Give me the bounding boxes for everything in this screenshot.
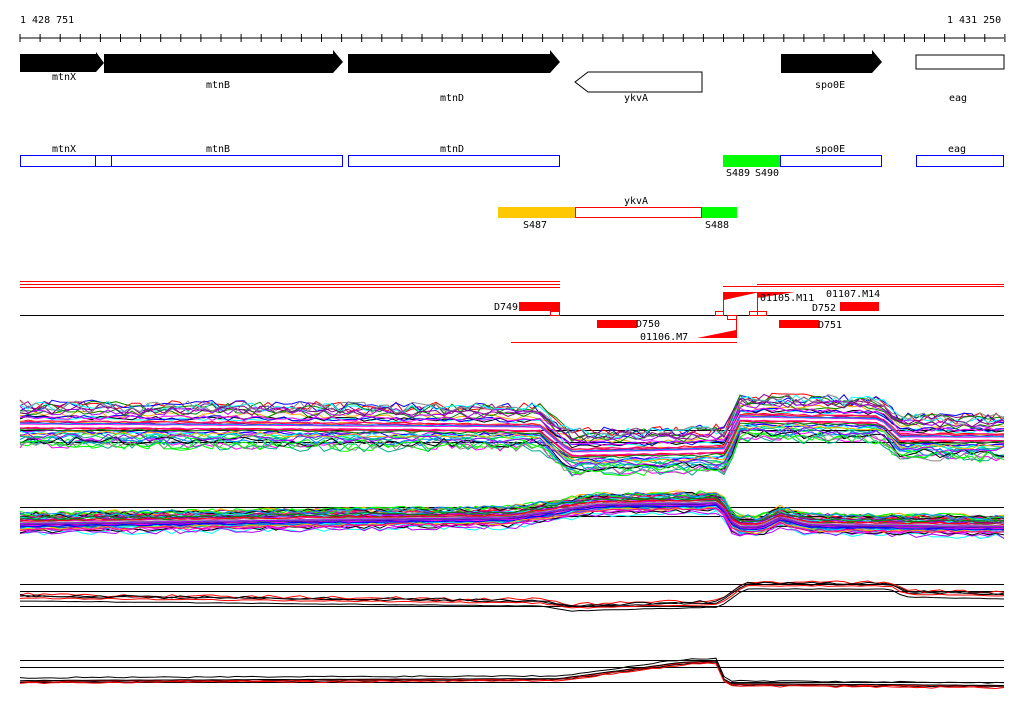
feature-01106-M7[interactable] [697, 330, 736, 338]
segment-S489-S490[interactable] [723, 155, 781, 167]
profile-line [19, 424, 1005, 464]
profile-line [19, 398, 1005, 443]
gene-label: mtnX [52, 72, 76, 83]
gene-label: ykvA [624, 93, 648, 104]
profile-line [19, 419, 1005, 457]
profile-line [19, 423, 1005, 463]
profile-line [19, 426, 1005, 467]
ruler-ticks [19, 34, 1006, 42]
profile-line [19, 506, 1005, 534]
profile-line [20, 502, 1005, 528]
gene-box-eag[interactable] [915, 54, 1005, 70]
feature-label: D750 [636, 319, 660, 330]
gene-label: mtnB [206, 80, 230, 91]
profile-line [19, 657, 1005, 684]
profile-line [19, 415, 1005, 452]
gene-label: mtnD [440, 93, 464, 104]
annotation-box[interactable] [916, 155, 1004, 167]
segment-label: S490 [755, 168, 779, 179]
annotation-label: eag [948, 144, 966, 155]
ruler-end-label: 1 431 250 [947, 15, 1001, 26]
feature-track: D749 D750 D751 D752 01106.M7 01105.M11 0… [20, 281, 1004, 343]
profile-line [19, 584, 1005, 609]
profile-line [19, 510, 1005, 539]
profile-line [20, 588, 1005, 612]
ruler: 1 428 751 1 431 250 [19, 15, 1006, 42]
profile-line [19, 394, 1005, 440]
annotation-label: mtnX [52, 144, 76, 155]
segment-label: S487 [523, 220, 547, 231]
gene-arrow-spo0E[interactable] [781, 50, 882, 73]
gene-arrow-mtnD[interactable] [348, 50, 560, 73]
profile-line [19, 393, 1005, 440]
profile-line [19, 500, 1005, 527]
annotation-box[interactable] [111, 155, 343, 167]
annotation-label: ykvA [624, 196, 648, 207]
profile-line [19, 498, 1005, 525]
feature-label: D752 [812, 303, 836, 314]
gene-label: spo0E [815, 80, 845, 91]
feature-D749[interactable] [519, 302, 560, 311]
segment-S487[interactable] [498, 207, 576, 218]
expression-profiles [19, 392, 1005, 690]
annotation-label: mtnD [440, 144, 464, 155]
annotation-track: mtnX mtnB mtnD spo0E eag S489 S490 ykvA … [20, 144, 1004, 231]
profile-line [19, 407, 1005, 446]
feature-D751[interactable] [779, 320, 819, 328]
feature-label: D749 [494, 302, 518, 313]
profile-line [19, 503, 1004, 529]
profile-line [19, 660, 1005, 686]
feature-D752[interactable] [840, 302, 879, 311]
profile-line [19, 661, 1005, 688]
feature-D750[interactable] [597, 320, 637, 328]
segment-label: S488 [705, 220, 729, 231]
profile-line [19, 504, 1005, 531]
feature-label: D751 [818, 320, 842, 331]
feature-label: 01106.M7 [640, 332, 688, 343]
profile-line [19, 662, 1005, 690]
segment-S488[interactable] [702, 207, 737, 218]
feature-label: 01107.M14 [826, 289, 880, 300]
profile-line [19, 431, 1005, 475]
feature-01107-M14[interactable] [757, 292, 795, 298]
profile-line [19, 432, 1005, 477]
profile-line [19, 430, 1005, 476]
gene-track: mtnX mtnB mtnD ykvA spo0E eag [20, 50, 1005, 104]
profile-line [19, 503, 1005, 529]
annotation-box[interactable] [20, 155, 96, 167]
profile-line [19, 399, 1005, 443]
profile-line [19, 491, 1005, 521]
feature-label: 01105.M11 [760, 293, 814, 304]
gene-arrow-mtnX[interactable] [20, 52, 104, 72]
profile-line [19, 496, 1005, 523]
profile-line [19, 660, 1005, 687]
ruler-start-label: 1 428 751 [20, 15, 74, 26]
profile-line [19, 421, 1004, 459]
profile-line [19, 581, 1005, 607]
annotation-label: mtnB [206, 144, 230, 155]
annotation-box[interactable] [348, 155, 560, 167]
gene-arrow-mtnB[interactable] [104, 50, 343, 73]
feature-01105-M11[interactable] [724, 292, 760, 300]
profile-line [19, 402, 1005, 444]
gene-label: eag [949, 93, 967, 104]
annotation-box-ykvA[interactable] [575, 207, 702, 218]
profile-line [19, 423, 1005, 464]
profile-line [19, 429, 1005, 472]
annotation-label: spo0E [815, 144, 845, 155]
profile-line [19, 413, 1005, 451]
segment-label: S489 [726, 168, 750, 179]
profile-line [19, 506, 1005, 534]
annotation-box[interactable] [780, 155, 882, 167]
annotation-box[interactable] [95, 155, 112, 167]
gene-arrow-ykvA[interactable] [574, 71, 703, 93]
